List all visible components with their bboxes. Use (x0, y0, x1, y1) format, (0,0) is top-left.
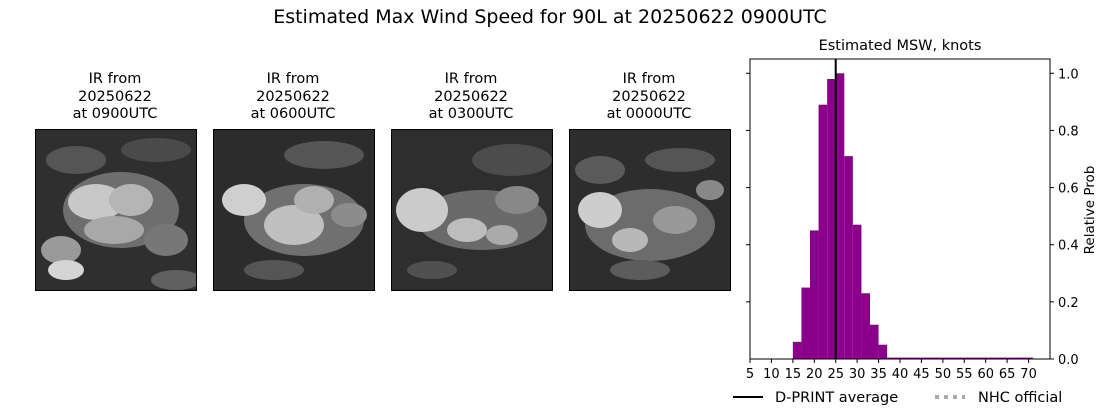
histogram-bar-47 (930, 357, 939, 359)
histogram-bar-17 (801, 287, 810, 359)
legend: D-PRINT average NHC official (733, 390, 1062, 406)
y-tick-label: 0.4 (1058, 239, 1079, 254)
histogram-bar-53 (955, 357, 965, 359)
histogram-bar-39 (895, 357, 905, 359)
x-tick-label: 15 (785, 367, 802, 382)
x-tick-label: 50 (935, 367, 952, 382)
histogram-bar-33 (870, 324, 879, 359)
y-axis-label: Relative Prob (1082, 166, 1098, 255)
x-tick-label: 25 (827, 367, 844, 382)
histogram-bar-15 (792, 341, 802, 359)
histogram-bar-21 (818, 104, 828, 359)
x-tick-label: 55 (956, 367, 973, 382)
histogram-bar-43 (912, 357, 922, 359)
ir-panel-title-4: IR from 20250622 at 0000UTC (606, 71, 692, 122)
histogram-bar-25 (835, 73, 845, 360)
histogram-bar-35 (878, 344, 888, 359)
x-tick-label: 10 (763, 367, 780, 382)
x-axis-ticks: 5 10 15 20 25 30 35 40 45 50 55 60 65 70 (746, 359, 1037, 382)
histogram-bar-69 (1024, 357, 1033, 359)
histogram-bar-23 (827, 79, 836, 359)
x-tick-label: 20 (806, 367, 823, 382)
ir-image-2 (213, 129, 375, 291)
histogram-bar-29 (852, 224, 862, 359)
y-tick-label: 0.0 (1058, 353, 1079, 368)
histogram-bar-19 (810, 230, 819, 359)
axes-frame (749, 58, 1051, 360)
histogram-bar-55 (964, 357, 973, 359)
legend-average-label: D-PRINT average (775, 390, 898, 406)
x-tick-label: 70 (1020, 367, 1037, 382)
chart-title: Estimated MSW, knots (819, 38, 982, 54)
x-tick-label: 45 (913, 367, 930, 382)
y-tick-label: 0.8 (1058, 124, 1079, 139)
y-tick-label: 1.0 (1058, 67, 1079, 82)
x-tick-label: 40 (892, 367, 909, 382)
histogram-bar-51 (947, 357, 956, 359)
ir-image-1 (35, 129, 197, 291)
histogram-bar-67 (1015, 357, 1025, 359)
legend-nhc-label: NHC official (978, 390, 1062, 406)
histogram-bar-27 (844, 156, 853, 359)
x-tick-label: 5 (746, 367, 754, 382)
histogram-bar-37 (887, 357, 896, 359)
histogram-bar-45 (921, 357, 930, 359)
y-tick-label: 0.2 (1058, 296, 1079, 311)
ir-image-3 (391, 129, 553, 291)
histogram-bar-57 (972, 357, 982, 359)
histogram-bar-41 (904, 357, 913, 359)
histogram-bars (792, 73, 1033, 360)
histogram-bar-59 (981, 357, 990, 359)
x-tick-label: 65 (999, 367, 1016, 382)
y-axis-ticks: 0.0 0.2 0.4 0.6 0.8 1.0 (746, 67, 1079, 368)
ir-panel-title-3: IR from 20250622 at 0300UTC (428, 71, 514, 122)
x-tick-label: 30 (849, 367, 866, 382)
histogram-bar-49 (938, 357, 948, 359)
ir-image-4 (569, 129, 731, 291)
histogram-bar-65 (1007, 357, 1016, 359)
histogram-bar-63 (998, 357, 1008, 359)
histogram-bar-31 (861, 293, 870, 359)
x-tick-label: 60 (977, 367, 994, 382)
figure-title: Estimated Max Wind Speed for 90L at 2025… (273, 6, 827, 28)
y-tick-label: 0.6 (1058, 182, 1079, 197)
ir-panel-title-2: IR from 20250622 at 0600UTC (250, 71, 336, 122)
histogram-bar-61 (990, 357, 999, 359)
ir-panel-title-1: IR from 20250622 at 0900UTC (72, 71, 158, 122)
x-tick-label: 35 (870, 367, 887, 382)
